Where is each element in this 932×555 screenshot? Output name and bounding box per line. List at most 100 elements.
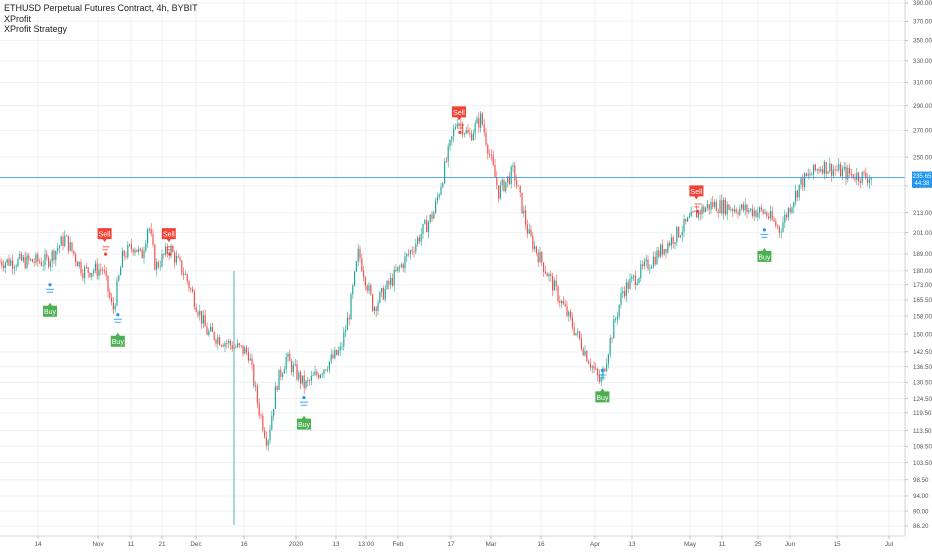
price-tick-label: 119.50: [913, 410, 932, 417]
candle-body: [570, 311, 572, 318]
price-tick-label: 189.00: [913, 251, 932, 258]
candle-body: [498, 185, 500, 199]
time-tick-label: 11: [719, 541, 726, 548]
candle-body: [424, 220, 426, 224]
candle-body: [863, 171, 865, 173]
price-axis[interactable]: 390.00 370.00 350.00 330.00 310.00 290.00 270.…: [904, 0, 932, 536]
price-axis-bg: [905, 0, 932, 536]
candle-body: [309, 380, 311, 382]
candle-body: [287, 353, 289, 358]
buy-signal[interactable]: Buy: [110, 313, 125, 347]
candle-body: [724, 199, 726, 215]
candle-body: [334, 349, 336, 359]
candle-body: [51, 250, 53, 262]
candle-body: [274, 386, 276, 409]
candle-body: [507, 176, 509, 182]
candle-body: [170, 247, 172, 256]
candle-body: [154, 244, 156, 270]
candle-body: [526, 224, 528, 234]
candle-body: [742, 204, 744, 211]
candle-body: [195, 307, 197, 312]
candle-body: [829, 163, 831, 172]
candle-body: [363, 270, 365, 278]
sell-signal[interactable]: Sell: [452, 106, 466, 135]
candle-body: [481, 113, 483, 125]
candle-body: [138, 248, 140, 252]
sell-signal[interactable]: Sell: [161, 228, 176, 256]
time-axis[interactable]: 14 Nov 11 21 Dec 16 2020 13 13:00 Feb 17 Mar 16 Apr 13…: [0, 535, 932, 550]
candle-body: [319, 374, 321, 379]
sell-signal[interactable]: Sell: [689, 185, 704, 213]
candle-body: [253, 364, 255, 387]
candle-body: [256, 385, 258, 404]
candle-body: [219, 337, 221, 346]
candle-body: [535, 246, 537, 253]
candle-body: [202, 315, 204, 324]
buy-note-line: [760, 233, 769, 236]
buy-signal[interactable]: Buy: [757, 228, 772, 262]
buy-signal[interactable]: Buy: [297, 396, 311, 430]
price-tick-label: 350.00: [913, 38, 932, 45]
candle-body: [127, 244, 129, 258]
candle-body: [26, 255, 28, 269]
candle-body: [141, 249, 143, 259]
candle-body: [856, 172, 858, 181]
candle-body: [100, 269, 102, 271]
candle-body: [30, 259, 32, 260]
candle-body: [364, 277, 366, 286]
candle-body: [670, 237, 672, 246]
candle-body: [591, 366, 593, 368]
candle-body: [215, 339, 217, 344]
candle-body: [823, 161, 825, 174]
candle-body: [15, 266, 17, 268]
candle-body: [600, 377, 602, 382]
candle-body: [188, 281, 190, 289]
candle-body: [865, 172, 867, 179]
candle-body: [289, 353, 291, 361]
candle-body: [469, 133, 471, 134]
candle-body: [654, 256, 656, 265]
candle-body: [735, 209, 737, 213]
candle-body: [602, 368, 604, 378]
price-tick-label: 213.00: [913, 210, 932, 217]
buy-marker-label: Buy: [596, 395, 609, 402]
candle-body: [13, 267, 15, 269]
buy-entry-dot: [762, 228, 767, 232]
buy-signal[interactable]: Buy: [43, 283, 57, 317]
candle-body: [49, 261, 51, 267]
candle-body: [134, 249, 136, 253]
candle-body: [818, 169, 820, 172]
candle-body: [633, 275, 635, 277]
candle-body: [3, 265, 5, 269]
sell-marker-shape: [161, 228, 176, 243]
candle-body: [850, 173, 852, 175]
candle-body: [303, 375, 305, 389]
sell-marker-label: Sell: [691, 189, 703, 196]
candle-body: [19, 253, 21, 259]
candle-body: [1, 261, 3, 266]
candle-body: [609, 338, 611, 355]
sell-note-line: [694, 203, 702, 205]
buy-marker-shape: [43, 302, 57, 317]
candle-body: [435, 200, 437, 213]
buy-marker-shape: [595, 388, 610, 403]
candle-body: [451, 136, 453, 140]
candle-body: [69, 242, 71, 251]
candle-body: [492, 155, 494, 165]
candle-body: [294, 364, 296, 366]
buy-signal[interactable]: Buy: [595, 368, 610, 403]
candle-body: [298, 372, 300, 380]
candle-body: [831, 163, 833, 176]
candle-body: [730, 209, 732, 211]
candle-body: [453, 128, 455, 137]
candle-body: [460, 123, 462, 125]
time-axis-bg: [0, 536, 932, 550]
time-tick-label: 14: [34, 541, 42, 548]
candles: [0, 111, 872, 452]
sell-signal[interactable]: Sell: [97, 228, 112, 256]
candle-body: [238, 343, 240, 346]
candle-body: [516, 180, 518, 186]
candle-body: [427, 221, 429, 233]
